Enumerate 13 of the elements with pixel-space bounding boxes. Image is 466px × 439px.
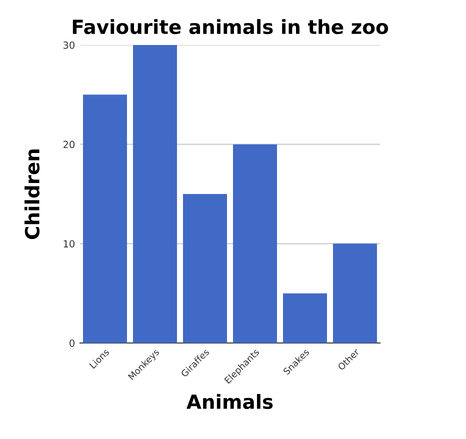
bar <box>183 194 227 343</box>
x-axis-title: Animals <box>186 394 273 410</box>
chart-title: Faviourite animals in the zoo <box>72 19 388 34</box>
bar <box>333 244 377 343</box>
y-tick-label: 20 <box>63 140 74 148</box>
bar <box>83 94 127 343</box>
bar <box>233 144 277 343</box>
y-axis-title: Children <box>24 150 40 240</box>
bar <box>133 45 177 343</box>
bar <box>283 293 327 343</box>
y-tick-label: 10 <box>64 240 74 248</box>
y-tick-label: 30 <box>64 41 74 49</box>
y-tick-label: 0 <box>70 339 74 347</box>
